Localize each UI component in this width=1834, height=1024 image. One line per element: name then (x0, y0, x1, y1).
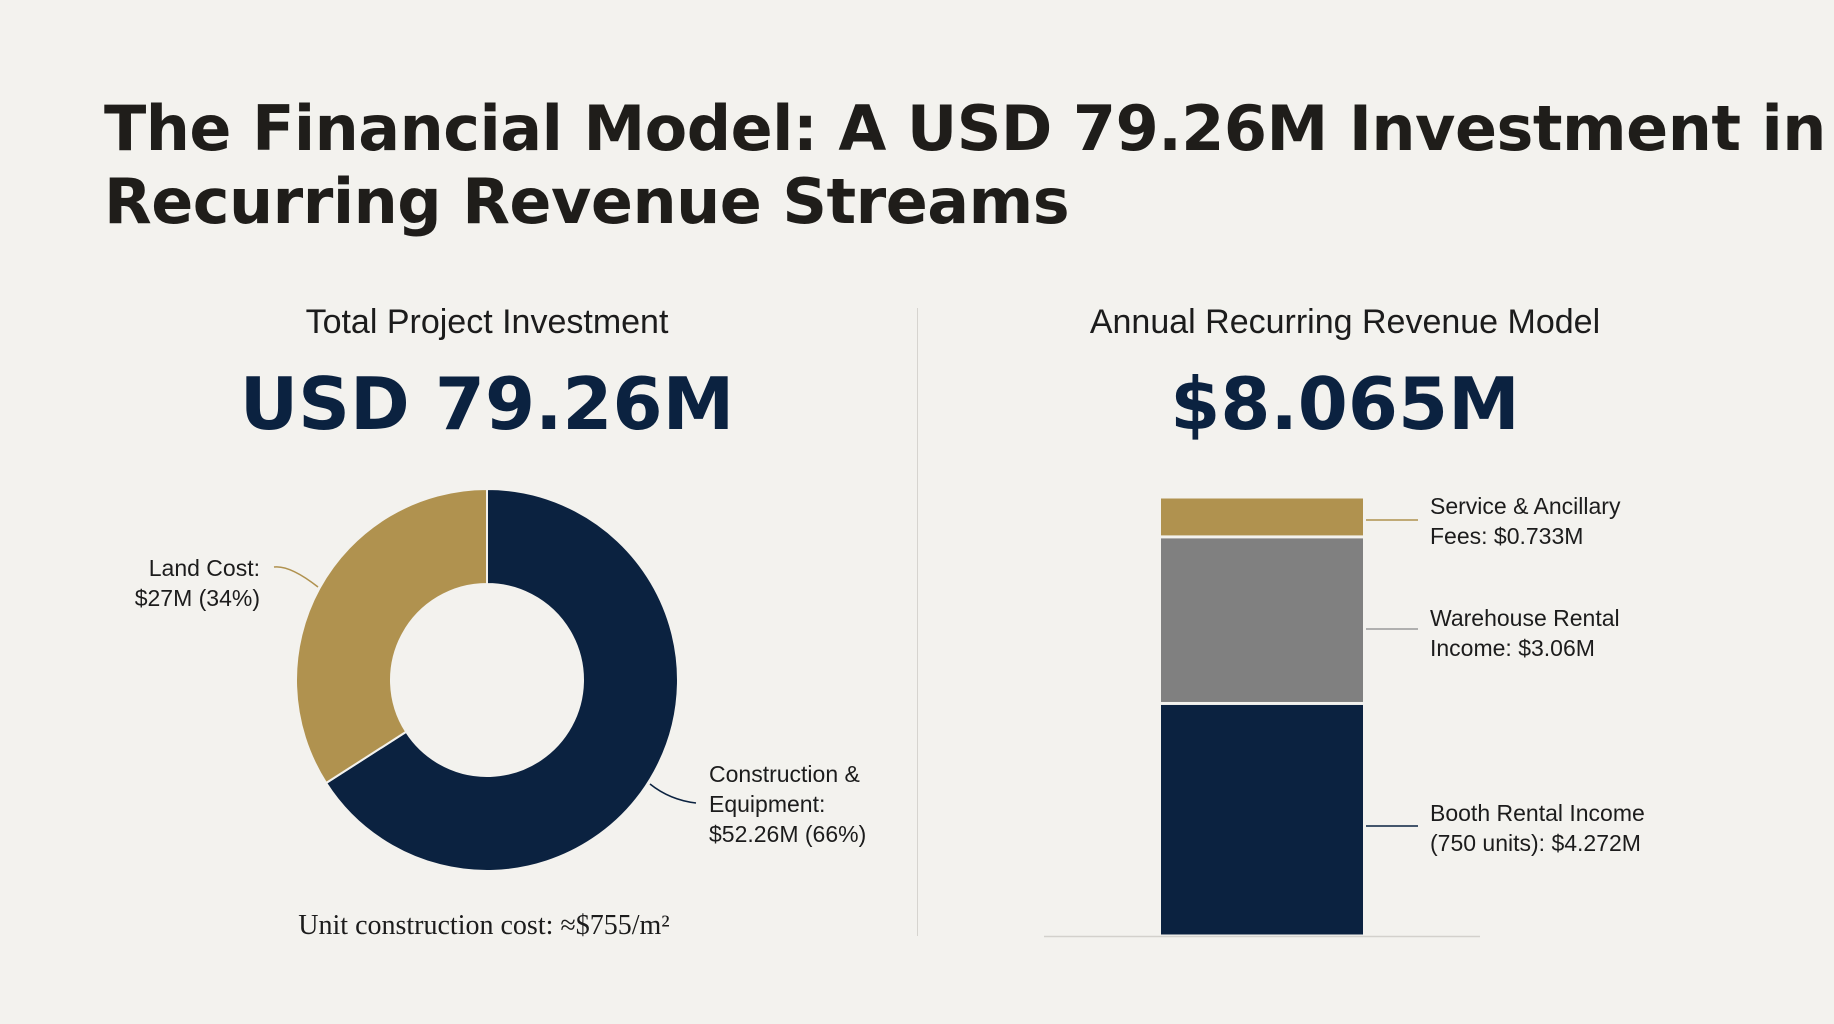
donut-slice-land-cost (295, 487, 488, 785)
bar-segment-service-ancillary-fees (1161, 498, 1363, 536)
construction-label: Equipment: (709, 791, 825, 817)
segment-label: Income: $3.06M (1430, 635, 1595, 661)
revenue-heading: Annual Recurring Revenue Model (1089, 303, 1601, 341)
page-title: The Financial Model: A USD 79.26M Invest… (104, 92, 1826, 238)
section-divider (917, 308, 918, 936)
segment-label: Warehouse Rental (1430, 605, 1620, 631)
investment-heading: Total Project Investment (305, 303, 669, 341)
donut-slice-construction-equipment (324, 487, 679, 872)
bar-segment-booth-rental-income (1161, 704, 1363, 935)
unit-cost-note: Unit construction cost: ≈$755/m² (298, 910, 670, 941)
segment-label: Fees: $0.733M (1430, 523, 1583, 549)
segment-label: Booth Rental Income (1430, 800, 1645, 826)
title-line-1: The Financial Model: A USD 79.26M Invest… (104, 92, 1826, 165)
construction-label: Construction & (709, 761, 860, 787)
land-cost-leader-line (273, 566, 319, 588)
construction-leader-line (649, 783, 697, 804)
revenue-total: $8.065M (1170, 362, 1520, 446)
land-cost-label: $27M (34%) (135, 585, 260, 611)
segment-label: Service & Ancillary (1430, 493, 1621, 519)
investment-total: USD 79.26M (239, 362, 735, 446)
land-cost-label: Land Cost: (149, 555, 260, 581)
construction-label: $52.26M (66%) (709, 821, 866, 847)
title-line-2: Recurring Revenue Streams (104, 165, 1070, 238)
segment-label: (750 units): $4.272M (1430, 830, 1641, 856)
bar-segment-warehouse-rental-income (1161, 538, 1363, 702)
